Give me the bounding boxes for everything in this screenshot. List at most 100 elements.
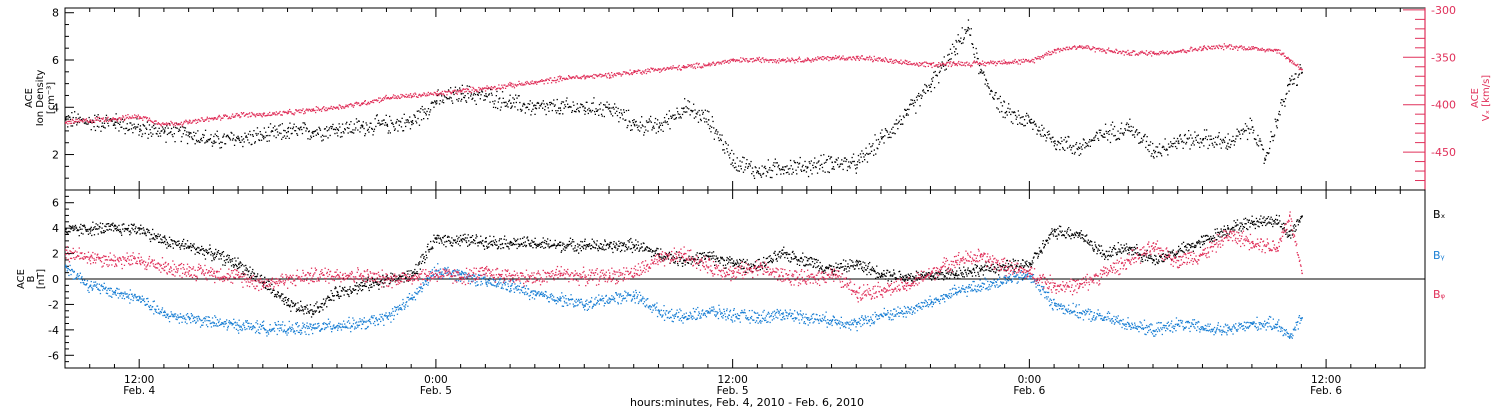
vx-series-point: [885, 58, 887, 60]
vx-series-point: [1254, 47, 1256, 49]
vx-series-point: [1052, 52, 1054, 54]
vx-series-point: [442, 93, 444, 95]
vx-series-point: [188, 119, 191, 121]
vx-series-point: [589, 75, 591, 77]
density-series-point: [143, 125, 146, 127]
bx-series-point: [155, 236, 157, 238]
density-series-point: [1230, 140, 1233, 142]
density-series-point: [1082, 138, 1085, 140]
density-series-point: [492, 106, 495, 108]
vx-series-point: [343, 107, 346, 109]
bx-series-point: [133, 223, 135, 225]
vx-series-point: [561, 79, 563, 82]
vx-series-point: [1080, 46, 1082, 49]
vx-series-point: [1096, 48, 1098, 50]
vx-series-point: [970, 64, 973, 66]
bx-series-point: [112, 222, 114, 224]
density-series-point: [596, 110, 598, 112]
density-series-point: [1019, 117, 1022, 119]
bx-series-point: [487, 243, 489, 245]
vx-series-point: [675, 67, 677, 69]
density-series-point: [1091, 139, 1093, 141]
density-series-point: [291, 132, 293, 135]
density-series-point: [412, 122, 414, 125]
density-series-point: [401, 117, 403, 119]
bx-series-point: [327, 296, 330, 298]
vx-series-point: [225, 114, 227, 117]
density-series-point: [267, 126, 270, 128]
bx-series-point: [207, 253, 209, 255]
density-series-point: [1216, 144, 1218, 146]
density-series-point: [1039, 133, 1042, 135]
density-series-point: [751, 167, 754, 169]
vx-series-point: [609, 74, 611, 76]
density-series-point: [1160, 153, 1162, 155]
bx-series-point: [336, 290, 338, 293]
vx-series-point: [633, 70, 635, 72]
bx-series-point: [460, 238, 462, 240]
vx-series-point: [369, 101, 372, 103]
vx-series-point: [1036, 58, 1038, 60]
vx-series-point: [1253, 48, 1255, 50]
vx-series-point: [1162, 50, 1164, 52]
bx-series-point: [660, 248, 662, 250]
vx-series-point: [978, 62, 981, 64]
vx-series-point: [835, 55, 837, 57]
density-series-point: [251, 134, 254, 136]
vx-series-point: [1045, 52, 1047, 54]
vx-series-point: [1260, 48, 1262, 50]
vx-series-point: [369, 102, 371, 105]
vx-series-point: [1053, 48, 1056, 51]
density-series-point: [975, 47, 977, 50]
vx-series-point: [929, 62, 931, 65]
vx-series-point: [1119, 50, 1122, 53]
bx-series-point: [630, 247, 633, 250]
density-series-point: [1174, 142, 1176, 144]
bx-series-point: [186, 246, 188, 249]
vx-series-point: [896, 61, 898, 63]
vx-series-point: [786, 60, 788, 62]
bx-series-point: [199, 249, 201, 252]
bx-series-point: [285, 302, 288, 304]
density-series-point: [684, 111, 686, 113]
bx-series-point: [641, 246, 643, 248]
vx-series-point: [1155, 52, 1157, 55]
density-series-point: [1138, 132, 1141, 134]
vx-series-point: [680, 69, 682, 71]
vx-series-point: [1271, 49, 1274, 51]
density-series-point: [415, 120, 417, 122]
bx-series-point: [622, 242, 624, 244]
vx-series-point: [616, 72, 618, 74]
bottom-y-tick-label: -4: [48, 324, 59, 337]
vx-series-point: [877, 60, 879, 62]
density-series-point: [242, 145, 244, 148]
bx-series-point: [159, 241, 161, 243]
bx-series-point: [227, 261, 229, 263]
vx-series-point: [1015, 61, 1017, 64]
density-series-point: [774, 165, 776, 168]
vx-series-point: [1170, 51, 1172, 53]
bx-series-point: [148, 229, 150, 232]
density-series-point: [1069, 144, 1071, 147]
bx-series-point: [566, 243, 568, 246]
bx-series-point: [139, 227, 141, 229]
density-series-point: [213, 140, 215, 142]
vx-series-point: [593, 73, 595, 76]
vx-series-point: [286, 112, 288, 114]
density-series-point: [238, 137, 240, 139]
vx-series-point: [128, 116, 131, 118]
density-series-point: [391, 122, 393, 124]
bx-series-point: [147, 231, 149, 233]
vx-series-point: [231, 113, 234, 115]
vx-series-point: [677, 66, 679, 68]
vx-series-point: [674, 67, 676, 69]
vx-series-point: [1114, 52, 1116, 54]
vx-series-point: [249, 115, 251, 118]
bx-series-point: [140, 224, 142, 226]
density-series-point: [450, 97, 452, 99]
vx-series-point: [749, 58, 751, 60]
density-series-point: [641, 124, 643, 126]
density-series-point: [1057, 141, 1060, 143]
bx-series-point: [285, 296, 287, 299]
vx-series-point: [312, 109, 314, 111]
